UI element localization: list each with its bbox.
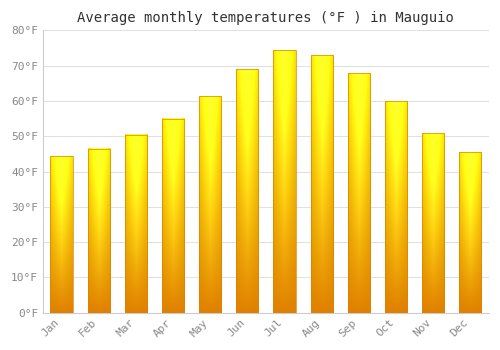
Bar	[88, 149, 110, 313]
Bar	[162, 119, 184, 313]
Bar	[348, 73, 370, 313]
Title: Average monthly temperatures (°F ) in Mauguio: Average monthly temperatures (°F ) in Ma…	[78, 11, 454, 25]
Bar	[50, 156, 72, 313]
Bar	[274, 50, 295, 313]
Bar	[422, 133, 444, 313]
Bar	[310, 55, 333, 313]
Bar	[459, 152, 481, 313]
Bar	[385, 101, 407, 313]
Bar	[236, 69, 258, 313]
Bar	[199, 96, 222, 313]
Bar	[124, 134, 147, 313]
